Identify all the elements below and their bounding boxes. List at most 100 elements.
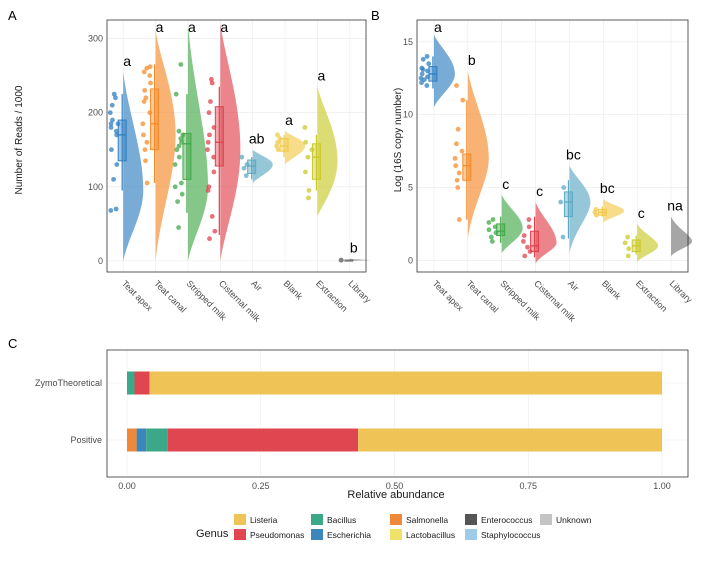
chart0-point-blank-4 bbox=[275, 132, 280, 138]
chart0-box-cisternal-milk bbox=[214, 106, 224, 167]
chart1-ytick-10: 10 bbox=[403, 110, 413, 120]
legend-swatch-listeria bbox=[234, 514, 246, 525]
chart1-point-teat-canal-2 bbox=[454, 177, 460, 183]
chart1-letter-cisternal-milk: c bbox=[536, 183, 543, 199]
chart2-xtick-3: 0.75 bbox=[519, 481, 537, 491]
chart0-point-library-1 bbox=[339, 257, 344, 263]
chart0-point-stripped-milk-11 bbox=[180, 132, 186, 138]
chart0-point-cisternal-milk-3 bbox=[205, 188, 211, 193]
chart0-point-cisternal-milk-9 bbox=[207, 132, 212, 138]
chart1-point-teat-apex-0 bbox=[424, 83, 430, 88]
chart1-point-cisternal-milk-1 bbox=[527, 249, 533, 255]
chart0-point-teat-canal-8 bbox=[143, 95, 149, 101]
chart0-xtick-air: Air bbox=[249, 278, 264, 293]
chart0-point-teat-apex-9 bbox=[113, 128, 119, 134]
chart1-point-air-2 bbox=[561, 185, 567, 190]
chart1-point-stripped-milk-5 bbox=[486, 220, 492, 225]
chart2-xtick-2: 0.50 bbox=[386, 481, 404, 491]
chart0-point-teat-apex-12 bbox=[113, 95, 118, 101]
chart0-point-teat-apex-10 bbox=[107, 110, 113, 116]
chart0-point-teat-apex-14 bbox=[108, 121, 114, 127]
legend-label-enterococcus: Enterococcus bbox=[481, 515, 533, 525]
chart0-point-teat-canal-7 bbox=[141, 99, 147, 104]
chart1-point-cisternal-milk-5 bbox=[526, 224, 532, 230]
chart1-point-cisternal-milk-0 bbox=[522, 253, 528, 259]
chart0-point-stripped-milk-9 bbox=[179, 139, 184, 145]
chart2-frame bbox=[106, 349, 689, 478]
chart1-point-cisternal-milk-3 bbox=[521, 239, 526, 244]
chart1-point-teat-apex-10 bbox=[418, 75, 424, 81]
chart0-point-blank-1 bbox=[274, 143, 280, 149]
chart0-point-teat-apex-6 bbox=[108, 125, 114, 130]
chart0-point-extraction-4 bbox=[309, 147, 315, 153]
chart0-point-cisternal-milk-4 bbox=[206, 184, 212, 190]
legend-label-pseudomonas: Pseudomonas bbox=[250, 530, 304, 540]
chart1-point-teat-canal-3 bbox=[456, 170, 462, 176]
chart1-density-stripped-milk bbox=[501, 194, 523, 254]
chart0-point-teat-canal-12 bbox=[147, 64, 153, 70]
chart0-point-teat-canal-9 bbox=[148, 80, 153, 86]
chart0-xtick-extraction: Extraction bbox=[314, 278, 349, 313]
chart1-point-stripped-milk-0 bbox=[489, 239, 495, 244]
chart0-density-teat-canal bbox=[155, 31, 176, 261]
chart1-ytick-5: 5 bbox=[408, 183, 413, 193]
chart1-letter-air: bc bbox=[566, 147, 581, 163]
chart1-ytick-0: 0 bbox=[408, 255, 413, 265]
legend-swatch-escherichia bbox=[311, 529, 323, 540]
chart0-point-stripped-milk-5 bbox=[172, 162, 178, 167]
chart0-ytick-0: 0 bbox=[98, 256, 103, 266]
chart1-point-teat-apex-7 bbox=[426, 61, 432, 67]
chart0-point-stripped-milk-6 bbox=[176, 154, 182, 160]
chart1-point-teat-apex-8 bbox=[420, 56, 426, 62]
chart0-ytick-200: 200 bbox=[88, 108, 103, 118]
chart0-point-teat-apex-1 bbox=[108, 208, 114, 213]
chart1-letter-blank: bc bbox=[600, 180, 615, 196]
chart0-point-teat-apex-2 bbox=[111, 176, 116, 182]
chart1-point-teat-canal-6 bbox=[459, 148, 465, 154]
chart0-point-cisternal-milk-7 bbox=[205, 147, 210, 153]
chart0-box-stripped-milk bbox=[182, 132, 192, 180]
chart0-point-cisternal-milk-1 bbox=[212, 228, 218, 234]
legend-swatch-pseudomonas bbox=[234, 529, 246, 540]
legend-label-salmonella: Salmonella bbox=[406, 515, 448, 525]
chart1-density-air bbox=[569, 165, 591, 254]
chart1-point-stripped-milk-4 bbox=[492, 224, 498, 230]
chart0-point-stripped-milk-2 bbox=[179, 191, 185, 197]
chart0-box-blank bbox=[279, 138, 289, 152]
chart1-point-teat-canal-7 bbox=[454, 141, 459, 147]
chart2-ytick-zymotheoretical: ZymoTheoretical bbox=[35, 378, 102, 388]
chart1-xtick-teat-canal: Teat canal bbox=[464, 278, 500, 314]
chart1-ytick-15: 15 bbox=[403, 37, 413, 47]
chart1-density-cisternal-milk bbox=[535, 202, 557, 264]
chart1-point-teat-canal-8 bbox=[455, 126, 461, 132]
chart0-point-teat-canal-6 bbox=[147, 110, 153, 116]
chart1-point-cisternal-milk-4 bbox=[521, 233, 527, 238]
chart0-point-stripped-milk-13 bbox=[178, 62, 184, 67]
chart2-bar-zymotheoretical-bacillus bbox=[127, 371, 135, 395]
chart0-point-blank-2 bbox=[275, 139, 280, 145]
chart0-point-teat-apex-4 bbox=[109, 147, 114, 153]
chart0-point-stripped-milk-12 bbox=[176, 128, 182, 134]
legend-title: Genus bbox=[196, 528, 229, 540]
genus-legend: Genus Listeria Pseudomonas Bacillus Escheri… bbox=[196, 514, 592, 540]
chart0-point-teat-apex-8 bbox=[110, 117, 115, 123]
chart0-xtick-library: Library bbox=[346, 278, 373, 305]
chart0-point-stripped-milk-3 bbox=[172, 184, 178, 190]
chart1-box-stripped-milk bbox=[496, 223, 506, 237]
chart0-letter-air: ab bbox=[249, 131, 265, 147]
legend-label-staphylococcus: Staphylococcus bbox=[481, 530, 541, 540]
chart0-xtick-teat-canal: Teat canal bbox=[152, 278, 188, 314]
legend-swatch-unknown bbox=[540, 514, 552, 525]
chart0-point-extraction-1 bbox=[306, 188, 312, 193]
chart0-letter-extraction: a bbox=[318, 68, 326, 84]
chart2-bar-zymotheoretical-listeria bbox=[149, 371, 663, 395]
chart1-point-extraction-3 bbox=[625, 234, 631, 240]
chart0-point-extraction-3 bbox=[305, 154, 311, 160]
chart2-bar-positive-bacillus bbox=[146, 428, 168, 452]
chart1-density-teat-apex bbox=[433, 34, 455, 108]
chart0-point-cisternal-milk-2 bbox=[209, 214, 215, 219]
chart0-point-teat-canal-0 bbox=[144, 180, 150, 186]
chart1-point-extraction-1 bbox=[626, 246, 632, 252]
chart0-point-cisternal-milk-8 bbox=[205, 139, 211, 145]
